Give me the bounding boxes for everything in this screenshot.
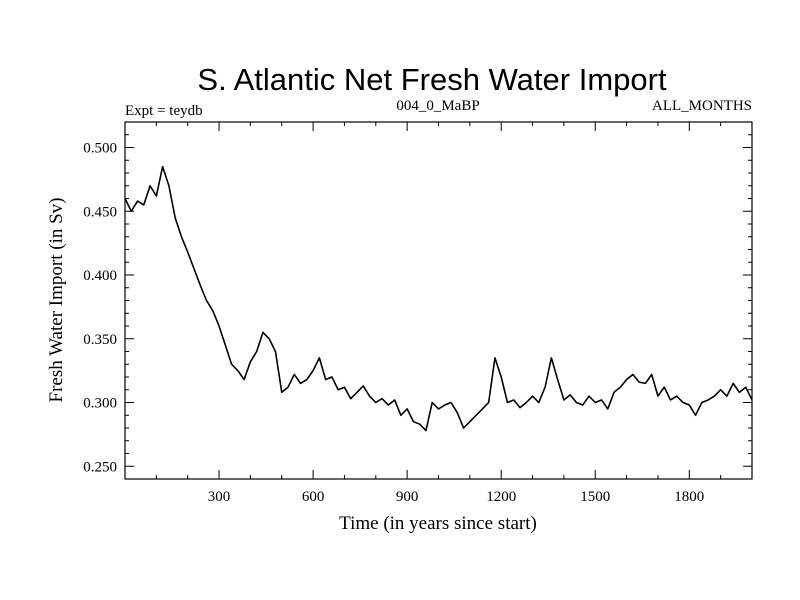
y-tick-label: 0.300	[83, 396, 117, 412]
experiment-label: Expt = teydb	[125, 103, 203, 119]
y-tick-label: 0.400	[83, 268, 117, 284]
months-label: ALL_MONTHS	[652, 98, 752, 114]
x-tick-label: 1500	[580, 489, 610, 505]
x-tick-labels: 300 600 900 1200 1500 1800	[208, 489, 704, 505]
plot-frame	[124, 121, 753, 480]
x-tick-label: 900	[396, 489, 419, 505]
y-tick-label: 0.350	[83, 332, 117, 348]
x-tick-label: 600	[302, 489, 325, 505]
chart-title: S. Atlantic Net Fresh Water Import	[197, 62, 667, 97]
y-tick-label: 0.450	[83, 204, 117, 220]
x-tick-label: 300	[208, 489, 231, 505]
x-axis-label: Time (in years since start)	[339, 513, 537, 534]
series-line	[124, 165, 753, 432]
x-tick-label: 1800	[674, 489, 704, 505]
series-layer	[124, 165, 753, 432]
x-tick-label: 1200	[486, 489, 516, 505]
y-axis-label: Fresh Water Import (in Sv)	[46, 198, 67, 403]
period-label: 004_0_MaBP	[396, 98, 479, 114]
y-tick-labels: 0.250 0.300 0.350 0.400 0.450 0.500	[83, 141, 117, 476]
y-tick-label: 0.500	[83, 141, 117, 157]
y-tick-label: 0.250	[83, 459, 117, 475]
